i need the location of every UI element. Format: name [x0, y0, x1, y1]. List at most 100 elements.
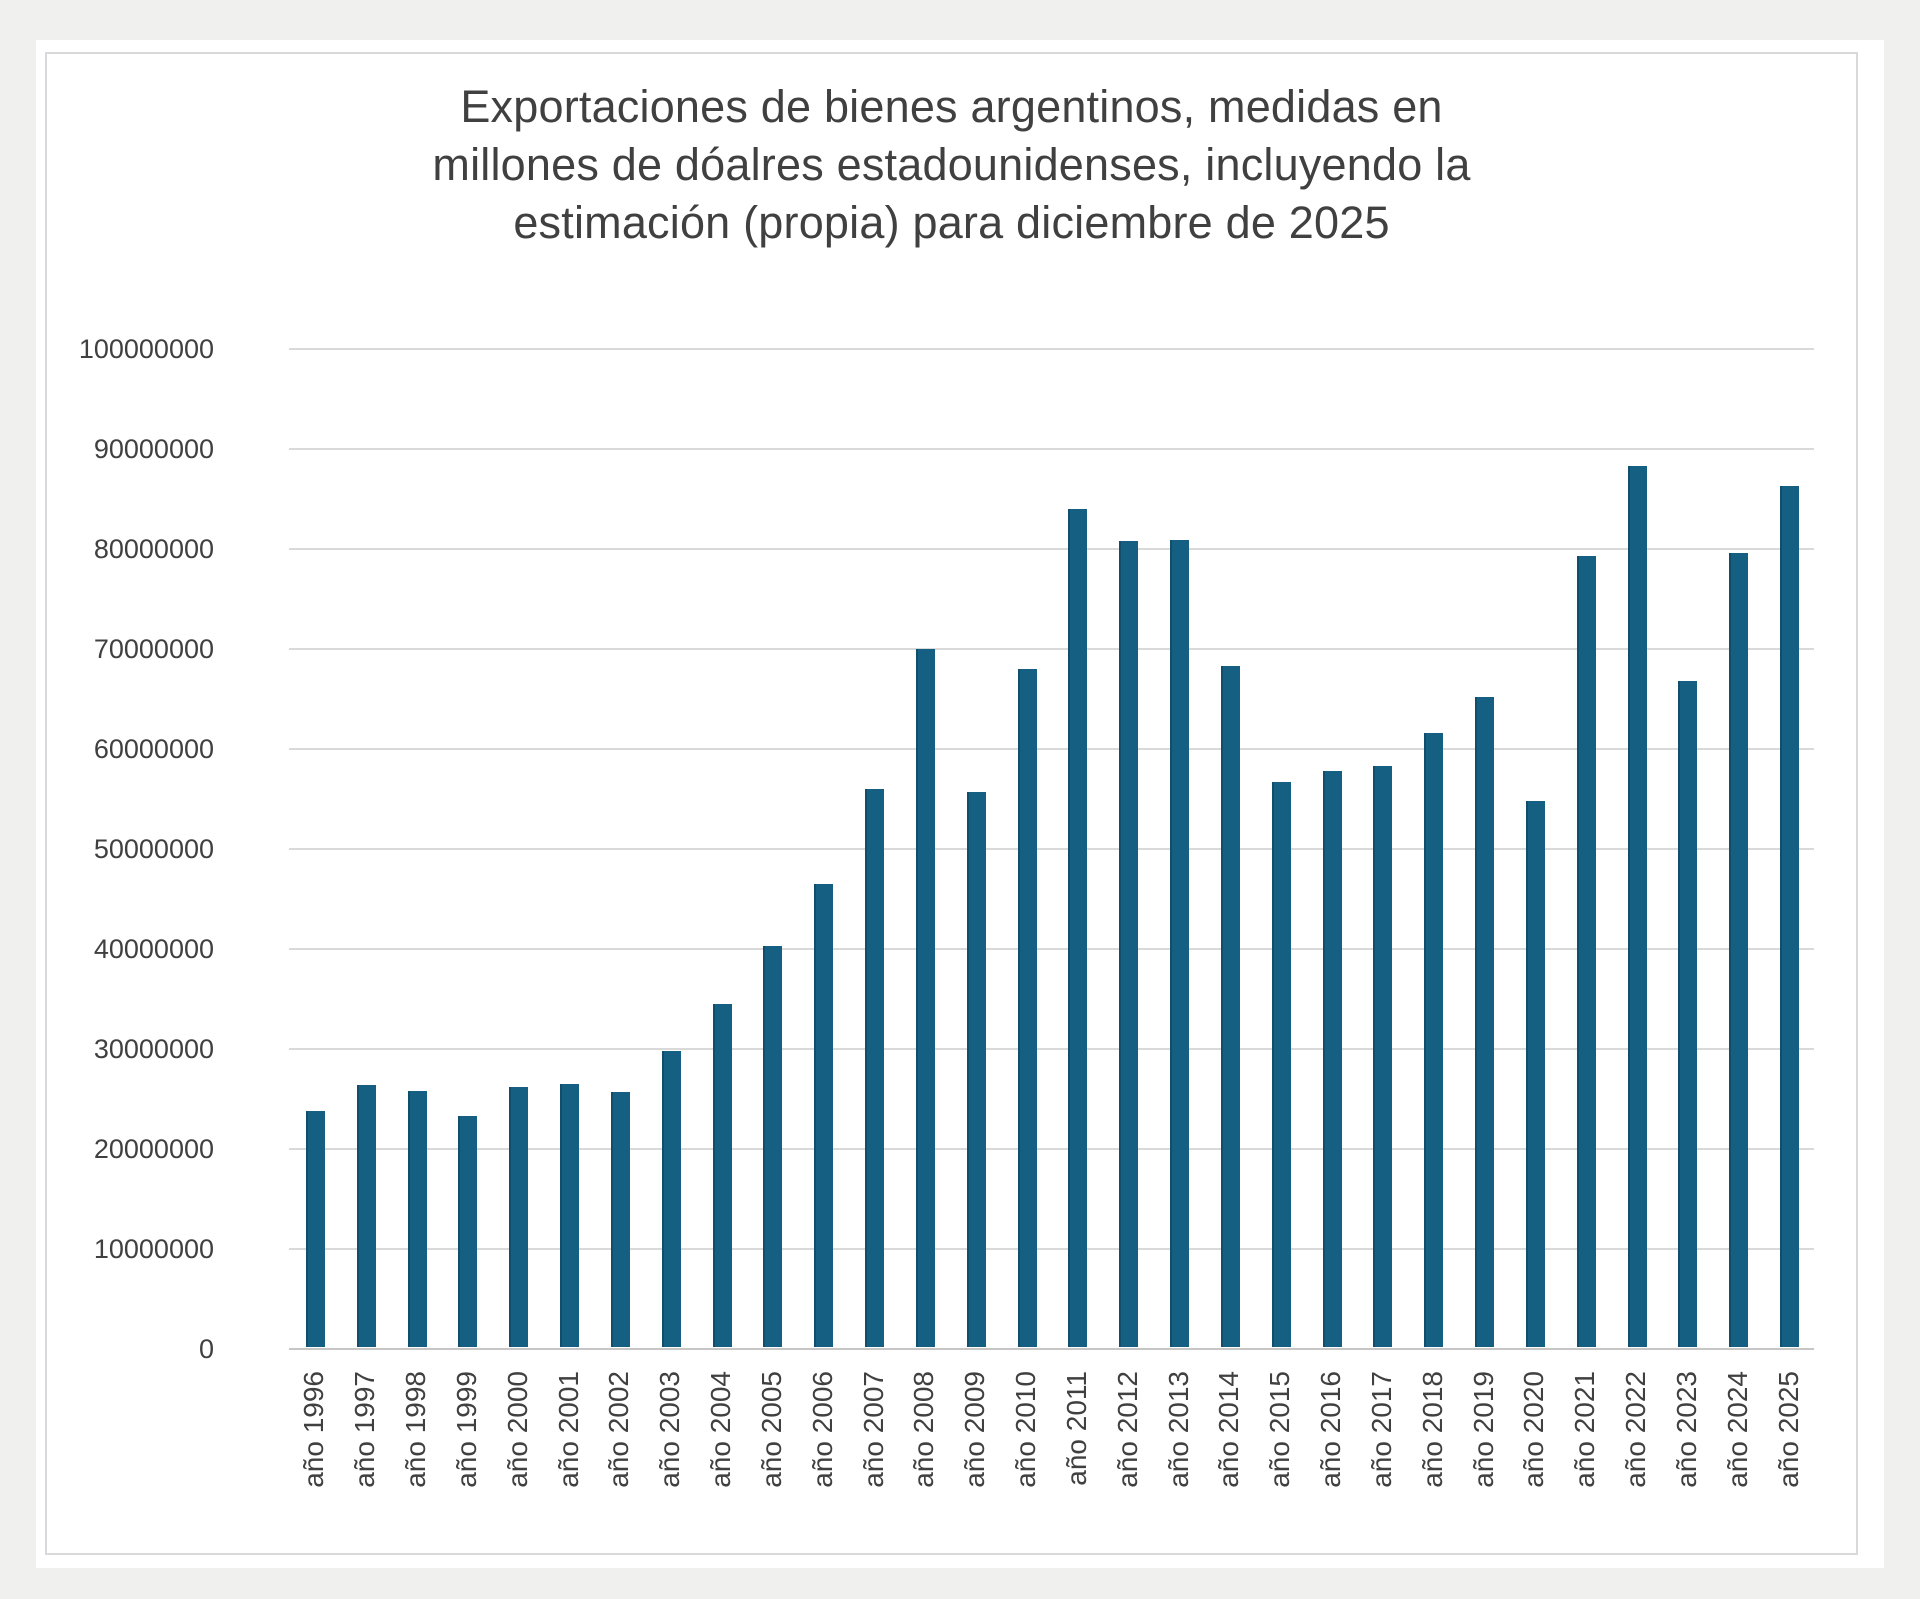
x-axis-label: año 1997	[349, 1371, 381, 1488]
gridline	[289, 848, 1814, 850]
x-axis-label: año 2020	[1518, 1371, 1550, 1488]
x-axis-label-text: año 2005	[755, 1371, 787, 1488]
x-axis-label: año 2017	[1366, 1371, 1398, 1488]
y-axis-tick-label: 80000000	[93, 534, 214, 564]
x-axis-label-text: año 2016	[1315, 1371, 1347, 1488]
bar	[1780, 486, 1800, 1347]
x-axis-label-text: año 2000	[501, 1371, 533, 1488]
x-axis-label: año 2008	[908, 1371, 940, 1488]
x-axis-label-text: año 2001	[552, 1371, 584, 1488]
bar	[1373, 766, 1393, 1347]
x-axis-label: año 2016	[1315, 1371, 1347, 1488]
x-axis-label-text: año 2023	[1670, 1371, 1702, 1488]
x-axis-label: año 2001	[553, 1371, 585, 1488]
gridline	[289, 348, 1814, 350]
x-axis-label: año 1996	[298, 1371, 330, 1488]
x-axis-label-text: año 2003	[654, 1371, 686, 1488]
bar	[865, 789, 885, 1347]
bar	[356, 1085, 376, 1347]
bar	[1170, 540, 1190, 1347]
chart-title-line-3: estimación (propia) para diciembre de 20…	[513, 197, 1390, 248]
gridline	[289, 1148, 1814, 1150]
x-axis-label-text: año 2014	[1213, 1371, 1245, 1488]
chart-title-line-2: millones de dóalres estadounidenses, inc…	[432, 139, 1471, 190]
x-axis-label: año 2013	[1163, 1371, 1195, 1488]
x-axis-label-text: año 2018	[1416, 1371, 1448, 1488]
x-axis-label-text: año 1997	[349, 1371, 381, 1488]
gridline	[289, 1048, 1814, 1050]
x-axis-label-text: año 2015	[1264, 1371, 1296, 1488]
x-axis-label-text: año 2021	[1569, 1371, 1601, 1488]
x-axis-label-text: año 2025	[1772, 1371, 1804, 1488]
bar	[1017, 669, 1037, 1347]
x-axis-label-text: año 1996	[298, 1371, 330, 1488]
y-axis-tick-label: 30000000	[93, 1034, 214, 1064]
bar	[1271, 782, 1291, 1347]
bar	[1576, 556, 1596, 1347]
x-axis-label-text: año 1999	[450, 1371, 482, 1488]
y-axis-tick-label: 70000000	[93, 634, 214, 664]
x-axis-label: año 2018	[1417, 1371, 1449, 1488]
x-axis-label-text: año 2007	[857, 1371, 889, 1488]
x-axis-label-text: año 2024	[1721, 1371, 1753, 1488]
x-axis-label-text: año 2020	[1518, 1371, 1550, 1488]
bar	[966, 792, 986, 1347]
bar	[1475, 697, 1495, 1347]
x-axis-label-text: año 2012	[1111, 1371, 1143, 1488]
chart-title-line-1: Exportaciones de bienes argentinos, medi…	[460, 81, 1443, 132]
plot-area: 0 10000000 20000000 30000000 40000000 5000000…	[47, 54, 1856, 1553]
x-axis-label: año 1998	[400, 1371, 432, 1488]
gridline	[289, 448, 1814, 450]
bar	[560, 1084, 580, 1347]
y-axis-tick-label: 40000000	[93, 934, 214, 964]
y-axis-tick-label: 20000000	[93, 1134, 214, 1164]
bar	[610, 1092, 630, 1347]
x-axis-line	[289, 1348, 1814, 1350]
bar	[661, 1051, 681, 1347]
bar	[814, 884, 834, 1347]
x-axis-label-text: año 1998	[400, 1371, 432, 1488]
gridline	[289, 748, 1814, 750]
bar	[1119, 541, 1139, 1347]
bar	[712, 1004, 732, 1347]
bar	[1627, 466, 1647, 1347]
y-axis-tick-label: 90000000	[93, 434, 214, 464]
gridline	[289, 648, 1814, 650]
x-axis-label: año 2005	[756, 1371, 788, 1488]
x-axis-label: año 2022	[1620, 1371, 1652, 1488]
gridline	[289, 548, 1814, 550]
x-axis-label: año 2021	[1569, 1371, 1601, 1488]
y-axis-tick-label: 10000000	[93, 1234, 214, 1264]
x-axis-label: año 2012	[1112, 1371, 1144, 1488]
x-axis-label-text: año 2011	[1060, 1371, 1092, 1486]
bar	[1424, 733, 1444, 1347]
y-axis-tick-label: 100000000	[78, 334, 214, 364]
x-axis-label-text: año 2008	[908, 1371, 940, 1488]
x-axis-label: año 2011	[1061, 1371, 1093, 1486]
y-axis-tick-label: 50000000	[93, 834, 214, 864]
x-axis-label: año 2000	[502, 1371, 534, 1488]
y-axis-tick-label: 60000000	[93, 734, 214, 764]
x-axis-label: año 2023	[1671, 1371, 1703, 1488]
x-axis-label-text: año 2010	[1010, 1371, 1042, 1488]
x-axis-label: año 2025	[1773, 1371, 1805, 1488]
bar	[305, 1111, 325, 1347]
x-axis-label-text: año 2017	[1365, 1371, 1397, 1488]
chart-frame: Exportaciones de bienes argentinos, medi…	[45, 52, 1858, 1555]
x-axis-label: año 2004	[705, 1371, 737, 1488]
bar	[509, 1087, 529, 1347]
bar	[1068, 509, 1088, 1347]
gridline	[289, 1248, 1814, 1250]
x-axis-label-text: año 2022	[1620, 1371, 1652, 1488]
gridline	[289, 948, 1814, 950]
x-axis-label: año 2009	[959, 1371, 991, 1488]
x-axis-label-text: año 2002	[603, 1371, 635, 1488]
y-axis-tick-label: 0	[198, 1334, 214, 1364]
bar	[1220, 666, 1240, 1347]
x-axis-label-text: año 2004	[705, 1371, 737, 1488]
x-axis-label-text: año 2019	[1467, 1371, 1499, 1488]
x-axis-label-text: año 2009	[959, 1371, 991, 1488]
bar	[763, 946, 783, 1347]
x-axis-label: año 2010	[1010, 1371, 1042, 1488]
